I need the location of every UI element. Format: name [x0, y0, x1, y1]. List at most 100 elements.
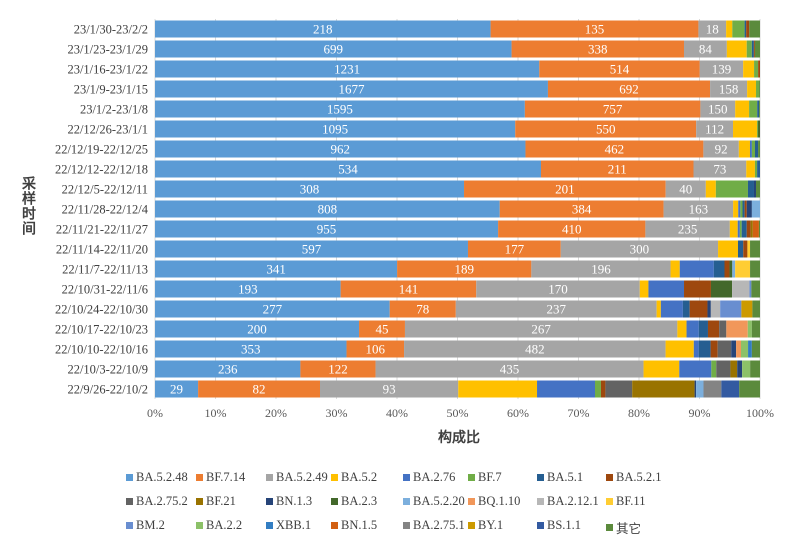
bar-segment	[732, 20, 745, 38]
bar-segment	[731, 340, 737, 358]
bar-segment	[560, 240, 719, 258]
legend-item: BA.2.2	[196, 518, 242, 533]
legend-swatch	[468, 522, 475, 529]
bar-segment	[320, 380, 459, 398]
bar-segment	[739, 380, 760, 398]
data-label: 267	[531, 322, 551, 337]
data-label: 189	[454, 262, 474, 277]
y-tick-label: 22/10/24-22/10/30	[55, 303, 148, 317]
bar-segment	[744, 20, 747, 38]
legend-item: BF.11	[606, 494, 645, 509]
bar-segment	[732, 280, 750, 298]
data-label: 158	[719, 82, 739, 97]
bar-segment	[720, 300, 742, 318]
data-label: 308	[300, 182, 320, 197]
bar-segment	[397, 260, 532, 278]
bar-segment	[759, 80, 760, 98]
bar-segment	[730, 360, 738, 378]
legend-label: BF.7.14	[206, 470, 246, 484]
bar-segment	[751, 340, 760, 358]
bar-segment	[715, 180, 748, 198]
y-tick-label: 22/12/5-22/12/11	[62, 183, 148, 197]
legend-item: BA.2.12.1	[537, 494, 599, 509]
bar-segment	[750, 220, 753, 238]
bar-segment	[660, 300, 683, 318]
bar-segment	[751, 280, 760, 298]
data-label: 514	[610, 62, 630, 77]
bar-segment	[741, 300, 753, 318]
legend-swatch	[266, 498, 273, 505]
bar-segment	[717, 340, 732, 358]
bar-segment	[737, 360, 743, 378]
bar-segment	[737, 220, 740, 238]
bar-segment	[605, 380, 633, 398]
data-label: 73	[713, 162, 726, 177]
bar-segment	[741, 220, 747, 238]
data-label: 139	[712, 62, 732, 77]
bar-segment	[726, 40, 747, 58]
legend-label: XBB.1	[276, 518, 312, 532]
data-label: 112	[705, 122, 724, 137]
bar-segment	[758, 220, 760, 238]
y-tick-label: 22/9/26-22/10/2	[67, 383, 148, 397]
bar-segment	[404, 340, 666, 358]
y-tick-label: 22/11/28-22/12/4	[62, 203, 149, 217]
data-label: 462	[605, 142, 625, 157]
bar-segment	[746, 200, 752, 218]
bar-segment	[743, 240, 748, 258]
bar-segment	[749, 100, 758, 118]
data-label: 235	[678, 222, 698, 237]
x-tick-label: 10%	[205, 406, 227, 420]
legend-label: BA.2.2	[206, 518, 243, 532]
bar-segment	[740, 200, 743, 218]
data-label: 150	[708, 102, 728, 117]
legend-swatch	[606, 524, 613, 531]
y-tick-label: 23/1/2-23/1/8	[80, 103, 148, 117]
data-label: 218	[313, 22, 333, 37]
data-label: 78	[416, 302, 429, 317]
bar-segment	[716, 360, 731, 378]
bar-segment	[751, 320, 760, 338]
bar-segment	[648, 280, 685, 298]
legend-item: BF.7.14	[196, 470, 245, 485]
bar-segment	[748, 340, 752, 358]
data-label: 18	[706, 22, 719, 37]
bar-segment	[719, 320, 727, 338]
bar-segment	[718, 240, 738, 258]
bar-segment	[525, 140, 704, 158]
legend-item: BF.21	[196, 494, 236, 509]
legend-swatch	[331, 498, 338, 505]
bar-segment	[682, 300, 690, 318]
bar-segment	[759, 100, 760, 118]
bar-segment	[703, 140, 739, 158]
bar-segment	[752, 220, 759, 238]
x-tick-label: 40%	[386, 406, 408, 420]
bar-segment	[698, 20, 727, 38]
bar-segment	[155, 40, 512, 58]
bar-segment	[155, 140, 526, 158]
data-label: 341	[266, 262, 286, 277]
bar-segment	[741, 340, 749, 358]
bar-segment	[404, 320, 678, 338]
bar-segment	[758, 140, 760, 158]
legend-label: BA.2.75.1	[413, 518, 465, 532]
x-tick-label: 70%	[568, 406, 590, 420]
bar-segment	[679, 360, 712, 378]
legend-item: BA.5.2.49	[266, 470, 328, 485]
legend-item: BA.2.75.1	[403, 518, 465, 533]
bar-segment	[670, 260, 680, 278]
bar-segment	[757, 120, 759, 138]
data-label: 1095	[322, 122, 348, 137]
data-label: 692	[619, 82, 639, 97]
legend-swatch	[606, 498, 613, 505]
data-label: 1595	[327, 102, 353, 117]
bar-segment	[155, 180, 465, 198]
bar-segment	[155, 100, 525, 118]
bar-segment	[679, 260, 714, 278]
data-label: 201	[555, 182, 575, 197]
bar-segment	[737, 240, 744, 258]
legend-label: BA.5.2.20	[413, 494, 465, 508]
bar-segment	[155, 240, 468, 258]
bar-segment	[490, 20, 699, 38]
data-label: 170	[548, 282, 568, 297]
